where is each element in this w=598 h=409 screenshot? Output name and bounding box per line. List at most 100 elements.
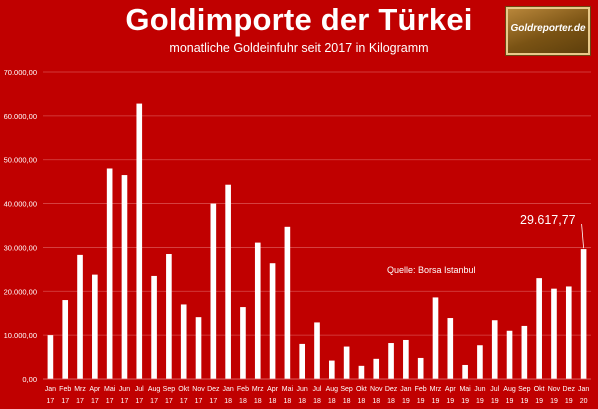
x-tick-label-month: Jan [578,386,589,393]
x-tick-label-year: 17 [135,398,143,405]
x-tick-label-month: Aug [503,386,516,393]
bar [506,330,513,379]
x-tick-label-month: Feb [415,386,427,393]
x-tick-label-year: 19 [520,398,528,405]
x-tick-label-month: Okt [178,386,189,393]
x-tick-label-month: Nov [370,386,383,393]
bar [269,263,276,379]
bar [580,249,587,379]
x-tick-label-month: Dez [385,386,398,393]
bar [551,288,557,379]
bar [254,242,261,379]
x-tick-label-year: 19 [417,398,425,405]
bar [240,307,246,379]
x-tick-label-month: Feb [59,386,71,393]
x-tick-label-year: 19 [565,398,573,405]
x-tick-label-year: 18 [283,398,291,405]
x-tick-label-month: Jun [474,386,485,393]
x-tick-label-month: Mai [459,386,471,393]
x-tick-label-year: 19 [476,398,484,405]
x-tick-label-year: 18 [387,398,395,405]
x-tick-label-year: 18 [358,398,366,405]
x-tick-label-month: Mrz [74,386,86,393]
chart-subtitle: monatliche Goldeinfuhr seit 2017 in Kilo… [169,41,429,55]
bar [477,345,483,379]
y-tick-label: 20.000,00 [4,287,37,296]
bar [210,203,217,379]
bar [417,357,424,379]
bar [358,365,365,379]
x-tick-label-year: 19 [402,398,410,405]
x-tick-label-year: 19 [461,398,469,405]
x-tick-label-year: 19 [432,398,440,405]
x-tick-label-year: 17 [165,398,173,405]
bar [491,320,498,379]
x-tick-label-year: 18 [328,398,336,405]
y-tick-label: 40.000,00 [4,200,37,209]
x-tick-label-year: 18 [254,398,262,405]
bar [447,318,454,379]
x-tick-label-month: Jun [119,386,130,393]
x-axis: Jan 17 Feb 17 Mrz 17 Apr 17 Mai 17 Jun 17 Jul 17 Aug 17… [43,378,591,405]
x-tick-label-year: 19 [446,398,454,405]
bars [47,103,587,379]
value-callout: 29.617,77 [520,213,576,227]
x-tick-label-year: 18 [269,398,277,405]
bar [432,297,439,379]
x-tick-label-year: 17 [91,398,99,405]
x-tick-label-year: 20 [580,398,588,405]
bar [565,286,572,379]
x-tick-label-month: Dez [207,386,220,393]
callout-leader-line [581,223,584,249]
x-tick-label-month: Jul [490,386,499,393]
x-tick-label-month: Nov [192,386,205,393]
bar [62,300,69,379]
bar [151,275,157,379]
bar [314,322,320,379]
x-tick-label-year: 18 [224,398,232,405]
y-tick-label: 70.000,00 [4,68,37,77]
x-tick-label-year: 19 [550,398,558,405]
x-tick-label-month: Jan [400,386,411,393]
x-tick-label-month: Aug [326,386,339,393]
x-tick-label-month: Nov [548,386,561,393]
x-tick-label-month: Feb [237,386,249,393]
x-tick-label-month: Jun [297,386,308,393]
x-tick-label-month: Sep [518,386,531,393]
x-tick-label-month: Apr [445,386,457,393]
bar [77,254,83,379]
x-tick-label-year: 19 [535,398,543,405]
bar [373,358,380,379]
bar [388,343,394,379]
x-tick-label-year: 18 [343,398,351,405]
x-tick-label-year: 18 [313,398,321,405]
x-tick-label-month: Okt [534,386,545,393]
bar [106,168,113,379]
x-tick-label-year: 19 [506,398,514,405]
x-tick-label-month: Jan [45,386,56,393]
y-axis: 0,00 10.000,00 20.000,00 30.000,00 40.000,00… [4,68,37,384]
x-tick-label-year: 17 [76,398,84,405]
x-tick-label-year: 19 [491,398,499,405]
bar [343,346,350,379]
x-tick-label-year: 17 [47,398,55,405]
y-tick-label: 0,00 [22,375,37,384]
goldreporter-logo: Goldreporter.de [506,7,590,55]
bar [136,103,143,379]
bar [47,335,54,379]
x-tick-label-year: 17 [180,398,188,405]
bar [225,184,231,379]
x-tick-label-month: Sep [340,386,353,393]
bar [521,325,528,379]
bar [180,304,187,379]
x-tick-label-year: 17 [106,398,114,405]
x-tick-label-year: 18 [298,398,306,405]
x-tick-label-year: 17 [61,398,69,405]
x-tick-label-month: Jul [135,386,144,393]
bar [284,226,291,379]
y-tick-label: 60.000,00 [4,112,37,121]
x-tick-label-month: Apr [267,386,279,393]
bar [166,254,172,379]
